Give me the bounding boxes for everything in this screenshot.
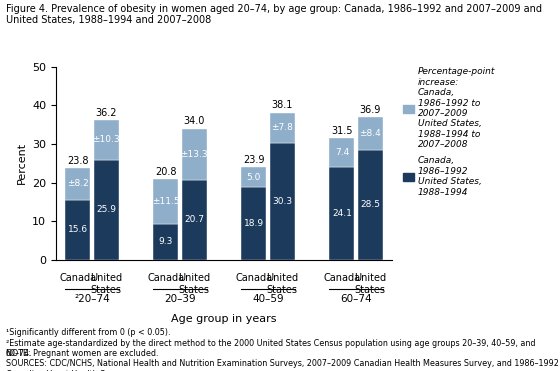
Text: 20.7: 20.7: [184, 215, 204, 224]
Bar: [94, 160, 119, 260]
Text: ¹Significantly different from 0 (p < 0.05).: ¹Significantly different from 0 (p < 0.0…: [6, 328, 170, 337]
Text: ±8.4: ±8.4: [360, 129, 381, 138]
Text: 18.9: 18.9: [244, 219, 264, 228]
Text: 36.2: 36.2: [95, 108, 117, 118]
Text: 36.9: 36.9: [360, 105, 381, 115]
Text: Canada: Canada: [323, 273, 361, 283]
Y-axis label: Percent: Percent: [17, 142, 26, 184]
Text: 15.6: 15.6: [68, 225, 88, 234]
Text: 31.5: 31.5: [331, 126, 353, 136]
Text: 60–74: 60–74: [340, 295, 372, 305]
Text: 5.0: 5.0: [246, 173, 261, 182]
Text: United
States: United States: [90, 273, 122, 295]
Bar: [65, 200, 91, 260]
Text: 20–39: 20–39: [164, 295, 196, 305]
Text: ±10.3: ±10.3: [92, 135, 120, 144]
Bar: [329, 138, 354, 167]
Text: SOURCES: CDC/NCHS, National Health and Nutrition Examination Surveys, 2007–2009 : SOURCES: CDC/NCHS, National Health and N…: [6, 359, 558, 371]
Bar: [269, 143, 295, 260]
Bar: [153, 180, 179, 224]
Text: ±13.3: ±13.3: [180, 150, 208, 159]
Text: 28.5: 28.5: [360, 200, 380, 209]
Text: Canada: Canada: [147, 273, 184, 283]
Text: 23.8: 23.8: [67, 155, 88, 165]
Text: 23.9: 23.9: [243, 155, 264, 165]
Text: 25.9: 25.9: [96, 205, 116, 214]
Text: 20.8: 20.8: [155, 167, 176, 177]
Text: Age group in years: Age group in years: [171, 314, 277, 324]
Text: ±11.5: ±11.5: [152, 197, 180, 206]
Legend: Percentage-point
increase:
Canada,
1986–1992 to
2007–2009
United States,
1988–19: Percentage-point increase: Canada, 1986–…: [403, 68, 495, 197]
Text: 38.1: 38.1: [272, 101, 293, 111]
Text: United
States: United States: [354, 273, 386, 295]
Bar: [94, 120, 119, 160]
Text: Canada: Canada: [235, 273, 272, 283]
Text: Figure 4. Prevalence of obesity in women aged 20–74, by age group: Canada, 1986–: Figure 4. Prevalence of obesity in women…: [6, 4, 542, 25]
Text: ²20–74: ²20–74: [74, 295, 110, 305]
Bar: [181, 128, 207, 180]
Bar: [329, 167, 354, 260]
Text: Canada: Canada: [59, 273, 96, 283]
Text: NOTE: Pregnant women are excluded.: NOTE: Pregnant women are excluded.: [6, 349, 158, 358]
Text: United
States: United States: [266, 273, 298, 295]
Text: 7.4: 7.4: [335, 148, 349, 157]
Bar: [241, 187, 267, 260]
Bar: [181, 180, 207, 260]
Bar: [357, 150, 383, 260]
Bar: [357, 117, 383, 150]
Text: 30.3: 30.3: [272, 197, 292, 206]
Bar: [241, 167, 267, 187]
Text: 34.0: 34.0: [184, 116, 205, 126]
Text: 24.1: 24.1: [332, 209, 352, 218]
Bar: [65, 168, 91, 200]
Text: ±8.2: ±8.2: [67, 179, 88, 188]
Text: 9.3: 9.3: [158, 237, 173, 246]
Bar: [269, 113, 295, 143]
Text: United
States: United States: [178, 273, 210, 295]
Text: ²Estimate age-standardized by the direct method to the 2000 United States Census: ²Estimate age-standardized by the direct…: [6, 339, 535, 358]
Text: 40–59: 40–59: [252, 295, 284, 305]
Bar: [153, 224, 179, 260]
Text: ±7.8: ±7.8: [271, 123, 293, 132]
